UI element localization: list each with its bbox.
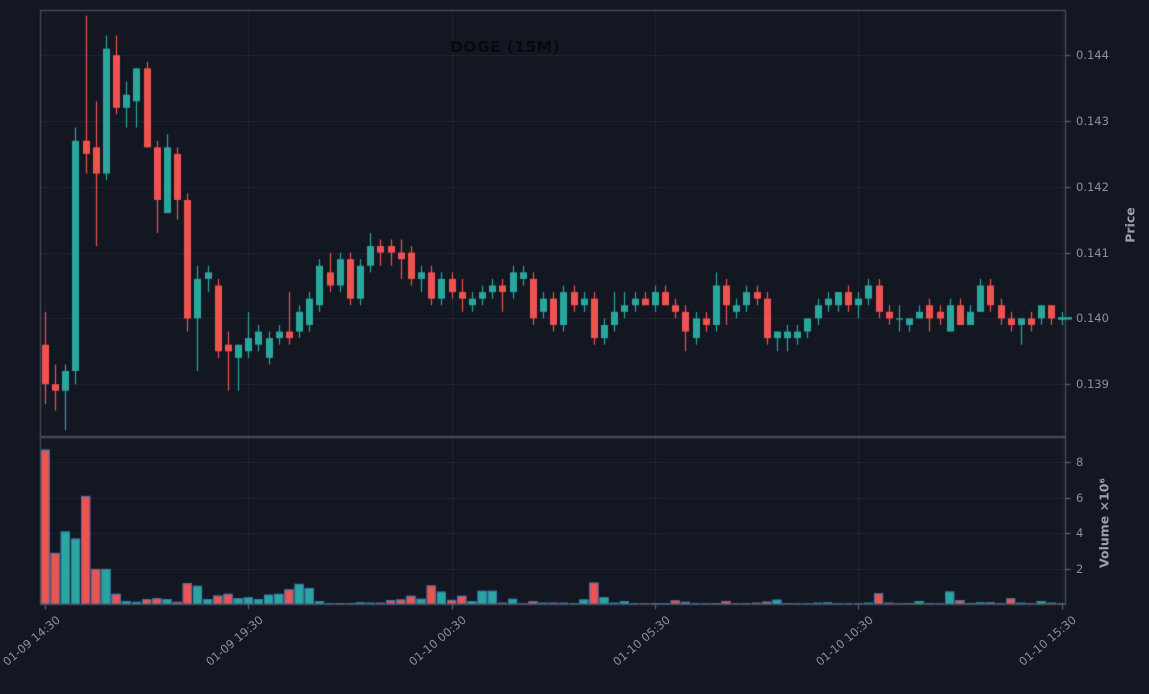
chart-title: DOGE (15M)	[450, 38, 560, 56]
price-tick-label: 0.140	[1076, 311, 1109, 326]
volume-tick-label: 2	[1076, 561, 1084, 576]
volume-tick-label: 4	[1076, 526, 1084, 541]
volume-tick-label: 6	[1076, 490, 1084, 505]
price-tick-label: 0.142	[1076, 179, 1109, 194]
volume-tick-label: 8	[1076, 455, 1084, 470]
price-tick-label: 0.141	[1076, 245, 1109, 260]
price-tick-label: 0.144	[1076, 48, 1109, 63]
price-tick-label: 0.143	[1076, 114, 1109, 128]
volume-axis-label: Volume ×10⁶	[1096, 478, 1112, 568]
price-tick-label: 0.139	[1076, 377, 1109, 392]
price-axis-label: Price	[1122, 207, 1138, 243]
